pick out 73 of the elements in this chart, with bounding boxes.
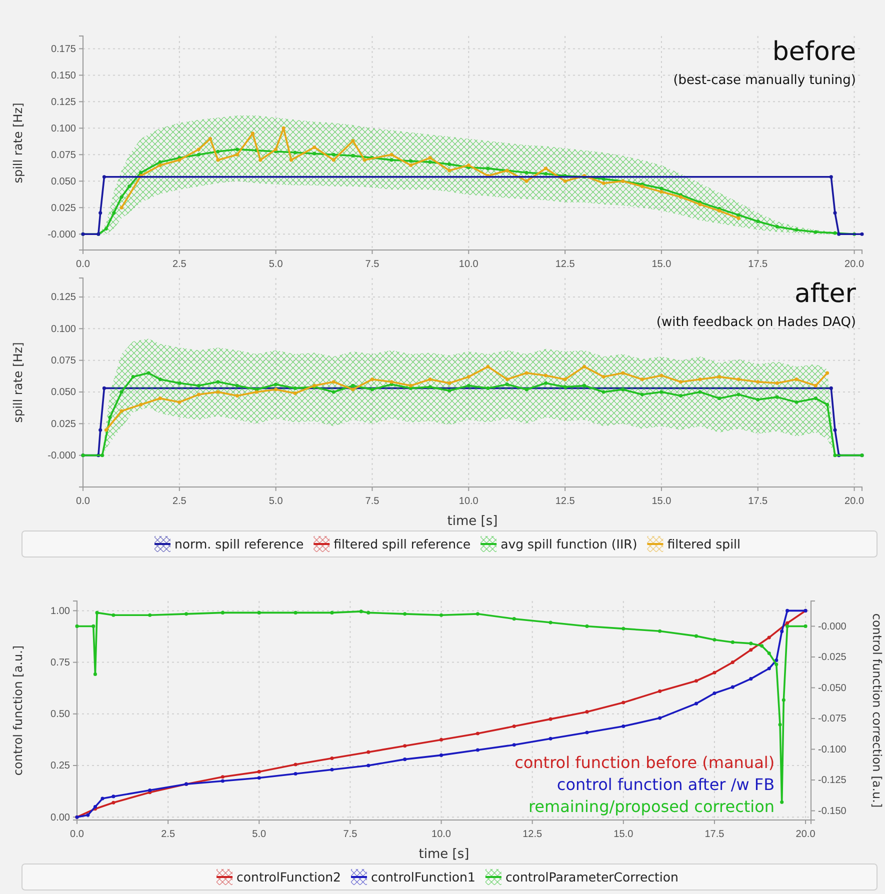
y2-tick-label: -0.150 [818,806,847,817]
y2-tick-label: -0.050 [818,682,847,694]
y2-tick-label: -0.025 [818,652,847,664]
y-tick-label: 1.00 [50,606,70,617]
y-tick-label: 0.150 [50,70,76,82]
legend-label: controlFunction2 [236,870,341,884]
y-tick-label: 0.25 [50,760,70,772]
x-tick-label: 2.5 [161,829,176,840]
x-tick-label: 12.5 [555,259,576,270]
y2-tick-label: -0.075 [818,714,847,725]
x-tick-label: 2.5 [172,259,187,270]
x-axis-title: time [s] [418,847,470,862]
annotation: control function after /w FB [556,775,775,794]
y-tick-label: -0.000 [48,450,76,462]
x-tick-label: 2.5 [172,496,187,508]
y2-axis-title: control function correction [a.u.] [870,613,884,808]
y-tick-label: 0.125 [50,96,76,108]
annotation: remaining/proposed correction [528,797,775,816]
y2-tick-label: -0.125 [818,775,847,786]
y-tick-label: -0.000 [48,229,76,240]
x-tick-label: 15.0 [652,259,672,270]
x-tick-label: 20.0 [844,496,864,508]
x-tick-label: 20.0 [796,829,816,840]
x-axis-title: time [s] [447,514,498,529]
x-tick-label: 12.5 [555,496,576,508]
x-tick-label: 12.5 [522,829,542,840]
y-tick-label: 0.050 [50,387,76,398]
x-tick-label: 5.0 [252,829,267,840]
x-tick-label: 5.0 [268,496,284,508]
y-tick-label: 0.075 [50,150,76,161]
text: (with feedback on Hades DAQ) [656,315,856,330]
y-tick-label: 0.00 [50,812,70,824]
x-tick-label: 15.0 [652,496,672,508]
text: (best-case manually tuning) [673,73,856,88]
x-tick-label: 17.5 [704,829,725,840]
x-tick-label: 10.0 [432,829,452,840]
x-tick-label: 7.5 [365,496,380,508]
x-tick-label: 20.0 [844,259,864,270]
y-axis-title: spill rate [Hz] [11,102,25,184]
x-tick-label: 17.5 [748,259,768,270]
x-tick-label: 0.0 [70,829,84,840]
y-tick-label: 0.050 [50,176,76,188]
legend-label: filtered spill [667,536,741,552]
x-tick-label: 0.0 [76,259,90,270]
y-tick-label: 0.125 [50,292,76,304]
legend-label: avg spill function (IIR) [500,536,638,552]
y-axis-title: control function [a.u.] [11,645,25,776]
y-tick-label: 0.075 [50,356,76,367]
y-tick-label: 0.100 [50,123,76,134]
legend-label: filtered spill reference [334,536,471,552]
x-tick-label: 0.0 [76,496,90,508]
y-axis-title: spill rate [Hz] [11,342,25,423]
legend-label: norm. spill reference [174,536,304,552]
y-tick-label: 0.025 [50,418,76,430]
x-tick-label: 17.5 [748,496,768,508]
chart-title: before [772,37,856,67]
x-tick-label: 5.0 [268,259,284,270]
x-tick-label: 10.0 [458,259,479,270]
annotation: control function before (manual) [514,753,775,772]
y-tick-label: 0.75 [50,658,70,669]
x-tick-label: 7.5 [343,829,358,840]
x-tick-label: 15.0 [614,829,634,840]
x-tick-label: 10.0 [458,496,479,508]
y2-tick-label: -0.000 [818,621,847,632]
x-tick-label: 7.5 [365,259,380,270]
y2-tick-label: -0.100 [818,744,847,756]
legend-label: controlParameterCorrection [505,870,678,884]
chart-title: after [794,279,856,309]
y-tick-label: 0.100 [50,324,76,335]
y-tick-label: 0.175 [50,44,76,55]
y-tick-label: 0.025 [50,202,76,214]
legend-label: controlFunction1 [370,870,476,884]
y-tick-label: 0.50 [50,709,70,720]
